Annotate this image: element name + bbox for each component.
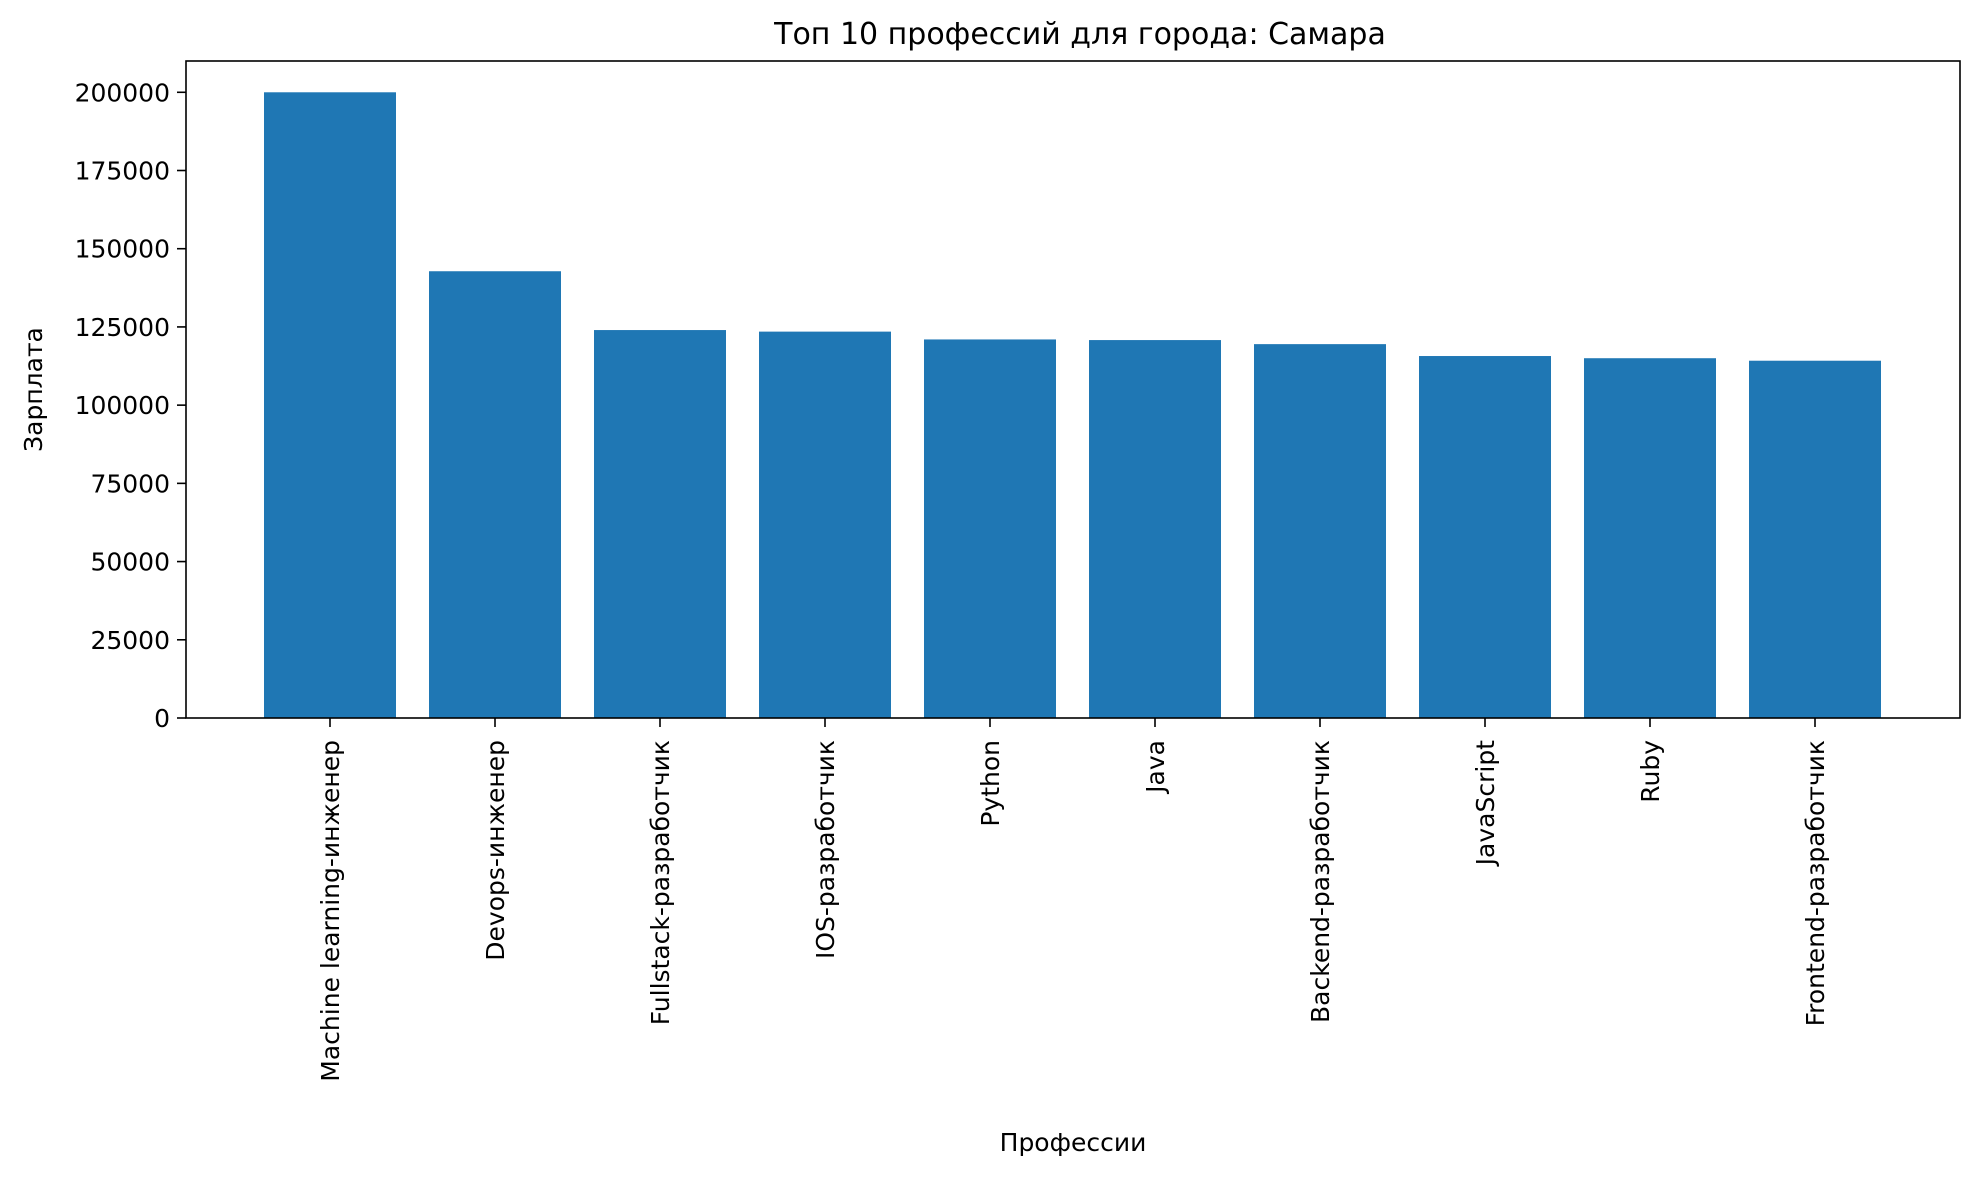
y-tick-label: 125000 bbox=[75, 313, 170, 342]
y-tick-label: 75000 bbox=[90, 469, 170, 498]
y-axis-ticks: 0 25000 50000 75000 100000 125000 150000 175000… bbox=[75, 78, 186, 733]
bar bbox=[1089, 340, 1221, 718]
x-tick-label: Machine learning-инженер bbox=[316, 740, 345, 1082]
x-tick-label: IOS-разработчик bbox=[811, 740, 840, 959]
bar bbox=[1584, 358, 1716, 718]
bar bbox=[1419, 356, 1551, 718]
plot-area-frame bbox=[185, 60, 1961, 719]
x-tick-label: Devops-инженер bbox=[481, 740, 510, 961]
x-tick-label: JavaScript bbox=[1471, 740, 1500, 868]
bar bbox=[1749, 360, 1881, 718]
bar bbox=[924, 339, 1056, 718]
y-tick-label: 100000 bbox=[75, 391, 170, 420]
y-tick-label: 175000 bbox=[75, 157, 170, 186]
bar bbox=[429, 271, 561, 718]
y-tick-label: 0 bbox=[154, 704, 170, 733]
y-tick-label: 50000 bbox=[90, 548, 170, 577]
x-tick-label: Java bbox=[1141, 740, 1170, 795]
bar bbox=[759, 331, 891, 718]
bars-group bbox=[264, 92, 1881, 719]
x-tick-label: Ruby bbox=[1636, 740, 1665, 803]
bar bbox=[264, 92, 396, 719]
x-axis-ticks: Machine learning-инженер Devops-инженер Fu… bbox=[316, 718, 1830, 1082]
y-axis-label: Зарплата bbox=[19, 327, 48, 452]
y-tick-label: 25000 bbox=[90, 626, 170, 655]
x-tick-label: Fullstack-разработчик bbox=[646, 740, 675, 1025]
bar bbox=[594, 330, 726, 718]
x-tick-label: Backend-разработчик bbox=[1306, 740, 1335, 1023]
x-axis-label: Профессии bbox=[1000, 1128, 1147, 1157]
y-tick-label: 200000 bbox=[75, 78, 170, 107]
x-tick-label: Frontend-разработчик bbox=[1801, 740, 1830, 1026]
y-tick-label: 150000 bbox=[75, 235, 170, 264]
x-tick-label: Python bbox=[976, 740, 1005, 827]
bar bbox=[1254, 344, 1386, 718]
chart-title: Топ 10 профессий для города: Самара bbox=[773, 17, 1386, 52]
